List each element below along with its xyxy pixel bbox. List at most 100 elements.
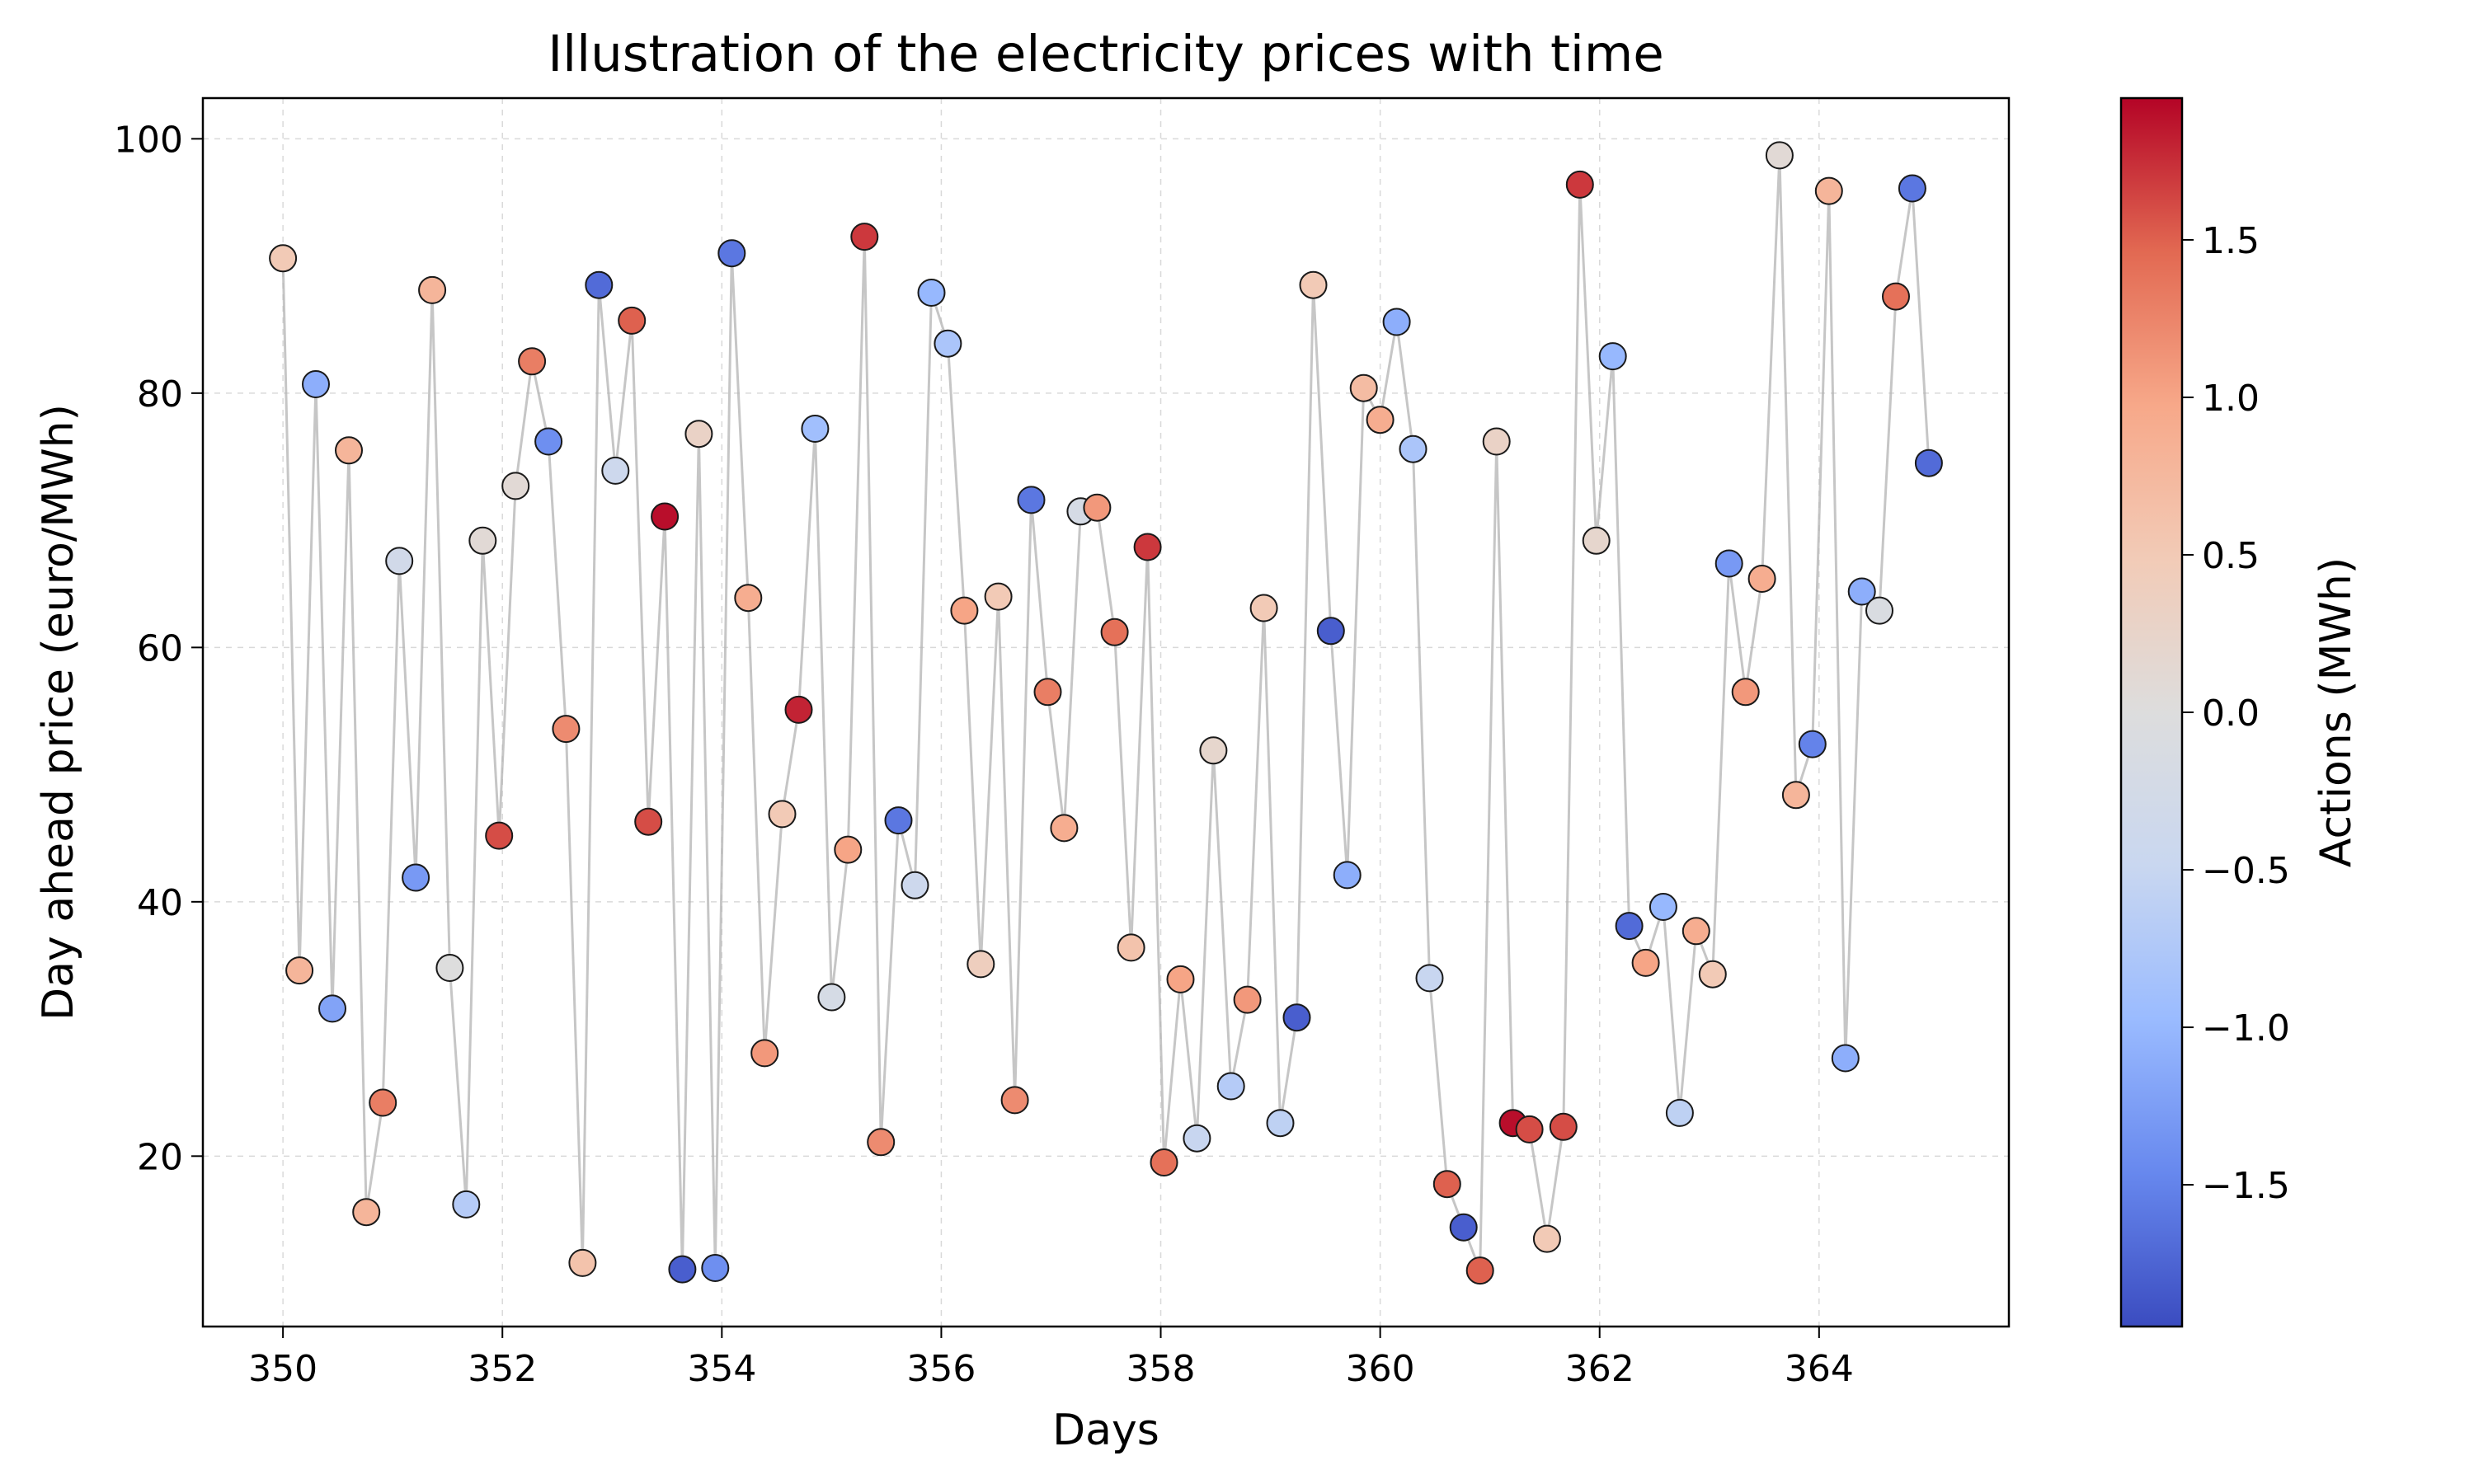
- data-point: [917, 279, 946, 307]
- data-point: [452, 1190, 481, 1219]
- data-point: [1914, 448, 1943, 477]
- data-point: [1415, 964, 1444, 993]
- data-point: [1882, 282, 1910, 311]
- data-point: [1449, 1213, 1478, 1242]
- data-point: [1216, 1072, 1245, 1101]
- data-point: [884, 806, 913, 835]
- data-point: [1399, 434, 1427, 463]
- y-tick-label: 40: [137, 882, 183, 924]
- data-point: [435, 954, 464, 982]
- data-point: [1665, 1098, 1694, 1127]
- data-point: [784, 695, 813, 724]
- data-point: [1183, 1124, 1211, 1153]
- data-point: [1898, 174, 1926, 203]
- y-axis-label: Day ahead price (euro/MWh): [34, 404, 83, 1021]
- x-tick-label: 358: [1126, 1348, 1196, 1390]
- data-point: [1266, 1109, 1295, 1138]
- data-point: [668, 1255, 697, 1284]
- data-point: [1100, 618, 1129, 646]
- x-axis: 350 352 354 356 358 360 362 364: [248, 1327, 1854, 1390]
- data-point: [285, 956, 314, 985]
- gridlines: [203, 98, 2009, 1327]
- data-point: [634, 807, 663, 836]
- data-point: [534, 427, 563, 456]
- data-point: [651, 502, 680, 531]
- data-point: [518, 347, 547, 376]
- data-point: [1747, 565, 1776, 593]
- data-point: [1781, 781, 1810, 810]
- data-point: [1681, 917, 1710, 946]
- y-tick-label: 60: [137, 627, 183, 669]
- chart-title: Illustration of the electricity prices w…: [548, 25, 1664, 83]
- data-point: [801, 415, 830, 443]
- data-point: [1549, 1112, 1578, 1141]
- data-point: [1083, 493, 1112, 522]
- data-point: [1714, 549, 1743, 578]
- colorbar-label: Actions (MWh): [2312, 557, 2361, 867]
- data-point: [302, 370, 330, 398]
- y-tick-label: 20: [137, 1136, 183, 1178]
- x-tick-label: 360: [1346, 1348, 1415, 1390]
- colorbar-tick-label: −0.5: [2202, 850, 2290, 892]
- price-line: [281, 155, 1931, 1271]
- data-point: [418, 275, 447, 304]
- data-point: [385, 547, 414, 575]
- data-point: [717, 239, 746, 268]
- colorbar-ticks: −1.5 −1.0 −0.5 0.0 0.5 1.0 1.5: [2182, 220, 2290, 1207]
- data-point: [701, 1254, 730, 1282]
- data-point: [1631, 948, 1660, 977]
- colorbar-tick-label: −1.5: [2202, 1165, 2290, 1207]
- data-point: [1865, 596, 1893, 625]
- data-point: [1349, 373, 1378, 402]
- colorbar-tick-label: 1.0: [2202, 378, 2260, 420]
- data-point: [1649, 893, 1677, 921]
- data-point: [684, 420, 713, 448]
- data-point: [1831, 1044, 1860, 1073]
- data-point: [1765, 141, 1794, 170]
- data-point: [1299, 270, 1328, 299]
- data-point: [485, 821, 514, 850]
- data-point: [1382, 308, 1411, 336]
- data-point: [585, 270, 614, 299]
- data-point: [1465, 1256, 1494, 1285]
- data-point: [817, 983, 846, 1012]
- data-point: [1000, 1086, 1029, 1115]
- colorbar-gradient: [2121, 98, 2182, 1327]
- data-point: [1017, 486, 1046, 514]
- data-point: [1565, 170, 1594, 199]
- data-point: [269, 244, 298, 273]
- data-point: [1598, 342, 1627, 371]
- colorbar-tick-label: 0.0: [2202, 693, 2260, 735]
- y-tick-label: 100: [114, 119, 183, 161]
- x-tick-label: 352: [468, 1348, 537, 1390]
- data-point: [834, 835, 863, 864]
- data-point: [1582, 526, 1611, 555]
- plot-frame: [201, 96, 2011, 1328]
- colorbar-tick-label: 1.5: [2202, 220, 2260, 262]
- data-point: [1282, 1003, 1311, 1032]
- data-point: [1333, 861, 1362, 890]
- data-point: [568, 1248, 597, 1277]
- data-series: [269, 141, 1943, 1285]
- data-point: [501, 472, 530, 500]
- data-point: [1532, 1224, 1561, 1253]
- data-point: [967, 950, 995, 979]
- y-axis: 20 40 60 80 100: [114, 119, 203, 1178]
- data-point: [1698, 960, 1727, 989]
- data-point: [1133, 533, 1162, 561]
- data-point: [402, 863, 430, 892]
- data-point: [1798, 730, 1827, 758]
- data-point: [1166, 965, 1195, 993]
- data-point: [1432, 1170, 1461, 1199]
- data-point: [352, 1198, 381, 1227]
- colorbar-tick-label: −1.0: [2202, 1007, 2290, 1050]
- data-point: [1033, 678, 1062, 707]
- data-point: [901, 871, 929, 899]
- data-point: [750, 1039, 779, 1068]
- data-point: [1615, 912, 1644, 941]
- data-point: [1482, 427, 1511, 456]
- data-point: [1233, 985, 1262, 1014]
- y-tick-label: 80: [137, 373, 183, 416]
- x-tick-label: 364: [1785, 1348, 1854, 1390]
- colorbar: −1.5 −1.0 −0.5 0.0 0.5 1.0 1.5 Actions (MWh): [2119, 96, 2361, 1328]
